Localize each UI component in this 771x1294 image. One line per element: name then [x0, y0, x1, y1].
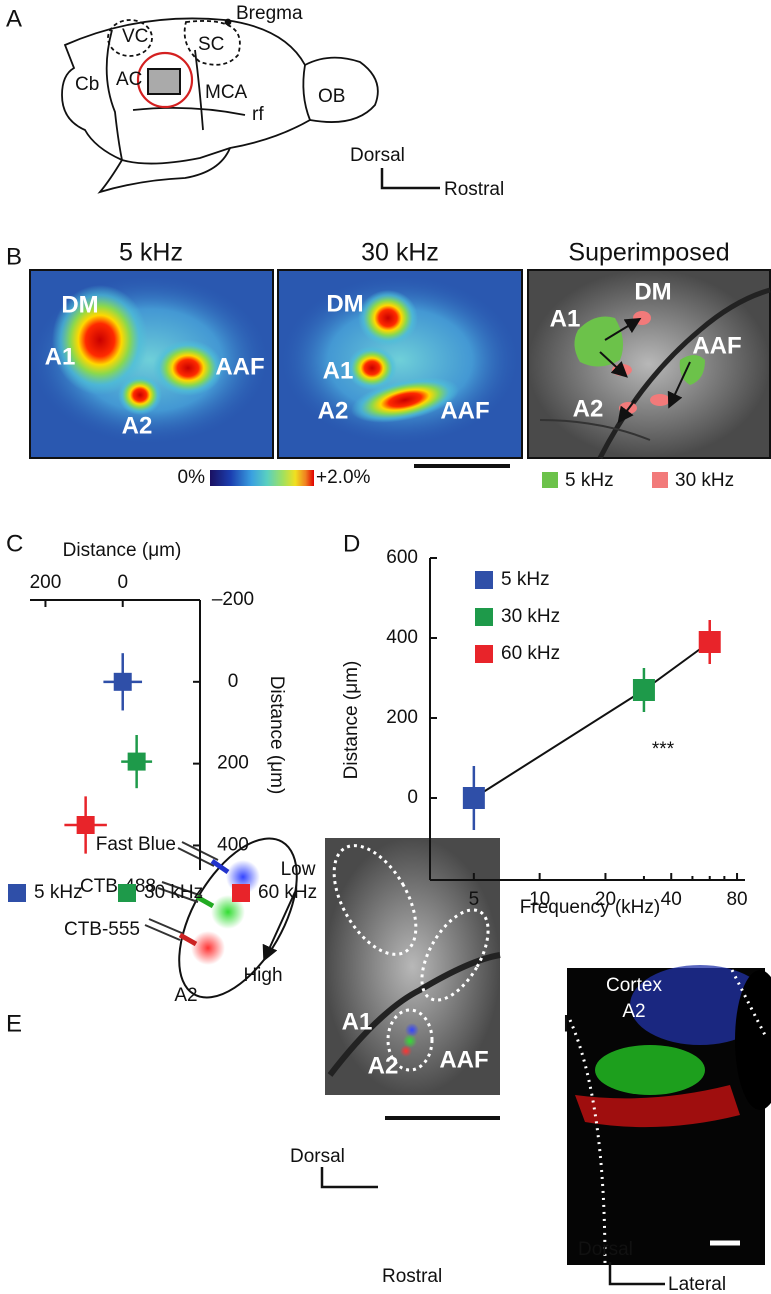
tracer-label: CTB-488 — [80, 876, 156, 897]
area-label: AAF — [692, 332, 741, 359]
y-tick-label: 200 — [217, 753, 249, 774]
legend-swatch — [475, 645, 493, 663]
panel-label: C — [6, 530, 23, 557]
heatmap-30khz — [277, 269, 523, 459]
area-label: A1 — [342, 1008, 373, 1035]
area-label: A2 — [368, 1052, 399, 1079]
brain-label: AC — [116, 69, 142, 90]
brain-label: rf — [252, 104, 264, 125]
panel-label: B — [6, 243, 22, 270]
brain-label: OB — [318, 86, 345, 107]
orientation-label: Dorsal — [350, 145, 405, 166]
data-point — [76, 816, 95, 834]
data-point — [113, 672, 132, 691]
x-tick-label: 80 — [726, 889, 747, 910]
photo-title: Cortex — [606, 975, 662, 996]
legend-label: 30 kHz — [144, 882, 203, 903]
trend-line — [473, 641, 711, 799]
map-title: 5 kHz — [119, 239, 183, 267]
colorbar-label: 0% — [178, 467, 206, 488]
legend-swatch — [542, 472, 558, 488]
tracer-label: CTB-555 — [64, 919, 140, 940]
area-label: AAF — [215, 353, 264, 380]
colorbar-label: +2.0% — [316, 467, 371, 488]
colorbar — [210, 470, 314, 486]
x-tick-label: 5 — [469, 889, 480, 910]
y-tick-label: 400 — [217, 834, 249, 855]
legend-label: 60 kHz — [501, 643, 560, 664]
brain-label: Cb — [75, 74, 99, 95]
significance-annotation: *** — [652, 739, 675, 760]
y-tick-label: 200 — [386, 707, 418, 728]
area-label: A2 — [573, 395, 604, 422]
area-label: AAF — [440, 397, 489, 424]
brain-label: Bregma — [236, 3, 303, 24]
brain-label: VC — [122, 26, 148, 47]
orientation-label: Dorsal — [578, 1239, 633, 1260]
area-label: A2 — [318, 397, 349, 424]
photo-title: A2 — [622, 1001, 645, 1022]
x-tick-label: 0 — [117, 572, 128, 593]
y-tick-label: –200 — [212, 589, 254, 610]
legend-swatch — [8, 884, 26, 902]
area-label: A1 — [323, 357, 354, 384]
x-axis-title: Frequency (kHz) — [520, 897, 660, 918]
legend-label: 5 kHz — [565, 470, 614, 491]
x-axis-title: Distance (μm) — [63, 540, 182, 561]
legend-label: 60 kHz — [258, 882, 317, 903]
injection-diagram — [144, 837, 298, 999]
y-tick-label: 0 — [228, 671, 239, 692]
orientation-label: Dorsal — [290, 1146, 345, 1167]
panel-label: E — [6, 1010, 22, 1037]
brain-label: SC — [198, 34, 224, 55]
orientation-label: Rostral — [382, 1266, 442, 1287]
data-point — [698, 631, 721, 653]
y-axis-title: Distance (μm) — [266, 676, 287, 795]
x-tick-label: 10 — [529, 889, 550, 910]
map-title: 30 kHz — [361, 239, 439, 267]
area-label: DM — [326, 290, 363, 317]
superimposed-image — [527, 269, 771, 460]
legend-swatch — [118, 884, 136, 902]
area-label: A2 — [122, 412, 153, 439]
histology-photo — [567, 965, 771, 1286]
x-tick-label: 200 — [30, 572, 62, 593]
y-tick-label: 600 — [386, 547, 418, 568]
legend-swatch — [475, 608, 493, 626]
area-label: DM — [61, 291, 98, 318]
gradient-label: High — [243, 965, 282, 986]
legend-label: 30 kHz — [675, 470, 734, 491]
data-point — [632, 679, 655, 701]
legend-label: 5 kHz — [34, 882, 83, 903]
brain-label: MCA — [205, 82, 248, 103]
data-point — [462, 787, 485, 809]
panel-label: D — [343, 530, 360, 557]
legend-label: 5 kHz — [501, 569, 550, 590]
area-label: A1 — [550, 305, 581, 332]
area-label: A1 — [45, 343, 76, 370]
gradient-label: Low — [281, 859, 316, 880]
orientation-label: Rostral — [444, 179, 504, 200]
area-label: DM — [634, 278, 671, 305]
heatmap-5khz — [29, 269, 274, 459]
area-label: AAF — [439, 1046, 488, 1073]
legend-swatch — [232, 884, 250, 902]
area-label: A2 — [174, 985, 197, 1006]
brain-diagram — [61, 17, 440, 194]
y-tick-label: 0 — [407, 787, 418, 808]
orientation-label: Lateral — [668, 1274, 726, 1294]
y-tick-label: 400 — [386, 627, 418, 648]
legend-swatch — [652, 472, 668, 488]
tracer-label: Fast Blue — [96, 834, 176, 855]
x-tick-label: 20 — [595, 889, 616, 910]
x-tick-label: 40 — [661, 889, 682, 910]
y-axis-title: Distance (μm) — [341, 661, 362, 780]
legend-label: 30 kHz — [501, 606, 560, 627]
panel-label: A — [6, 5, 22, 32]
map-title: Superimposed — [568, 239, 729, 267]
data-point — [127, 752, 146, 771]
legend-swatch — [475, 571, 493, 589]
